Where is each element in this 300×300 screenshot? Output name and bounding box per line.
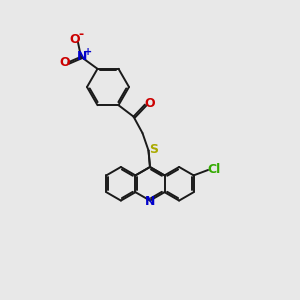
Text: N: N — [145, 195, 155, 208]
Text: O: O — [59, 56, 70, 69]
Text: +: + — [83, 47, 92, 57]
Text: O: O — [69, 33, 80, 46]
Text: Cl: Cl — [207, 163, 221, 176]
Text: -: - — [78, 28, 84, 40]
Text: N: N — [76, 50, 87, 63]
Text: O: O — [144, 98, 155, 110]
Text: S: S — [149, 143, 158, 156]
